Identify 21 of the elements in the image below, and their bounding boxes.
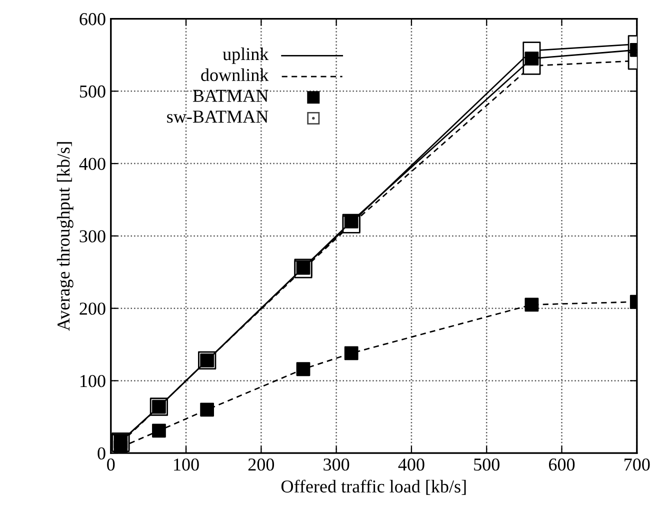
annotation: uplink (222, 48, 269, 64)
x-tick-label: 700 (624, 458, 650, 471)
y-tick-label: 400 (79, 158, 106, 170)
x-tick-label: 200 (248, 458, 274, 471)
x-tick-label: 0 (107, 458, 115, 471)
x-tick-label: 500 (474, 458, 500, 471)
x-axis-title: Offered traffic load [kb/s] (281, 480, 466, 495)
annotation: sw-BATMAN (167, 110, 268, 123)
x-tick-label: 400 (398, 458, 424, 471)
annotation: BATMAN (192, 90, 268, 102)
x-tick-label: 300 (324, 458, 350, 471)
y-tick-label: 100 (80, 374, 106, 388)
y-tick-label: 600 (80, 13, 106, 26)
y-tick-label: 500 (80, 85, 106, 98)
y-axis-title: Average throughput [kb/s] (56, 142, 74, 331)
annotation: downlink (201, 68, 269, 82)
y-tick-label: 0 (98, 447, 106, 460)
y-tick-label: 300 (80, 230, 106, 242)
x-tick-label: 600 (548, 458, 575, 471)
y-tick-label: 200 (80, 302, 106, 315)
x-tick-label: 100 (174, 458, 199, 471)
